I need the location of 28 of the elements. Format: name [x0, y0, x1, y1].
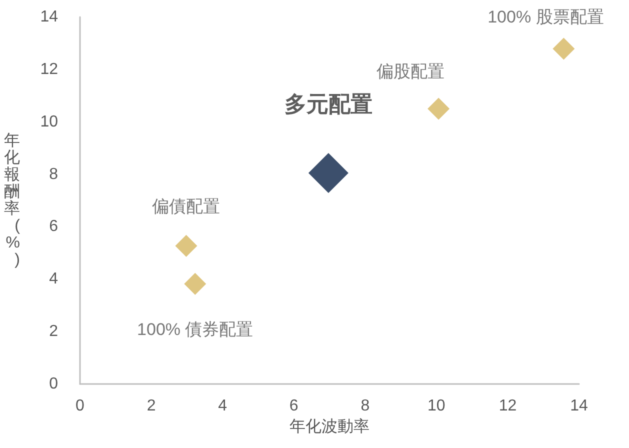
- y-tick-label: 2: [49, 323, 58, 340]
- y-tick-label: 6: [49, 218, 58, 236]
- y-tick-label: 14: [40, 8, 58, 26]
- point: [175, 234, 198, 257]
- point: [552, 38, 575, 60]
- x-tick-label: 2: [146, 398, 156, 414]
- series-label: 偏股配置: [376, 62, 445, 81]
- x-tick-label: 12: [498, 398, 517, 414]
- x-tick-label: 10: [428, 398, 446, 414]
- x-tick-label: 0: [76, 398, 85, 414]
- y-tick-label: 0: [49, 376, 58, 392]
- x-tick-label: 6: [289, 398, 298, 414]
- x-axis-title: 年化波動率: [290, 417, 370, 436]
- y-tick-label: 4: [49, 270, 58, 288]
- text: 100% 債券配置: [137, 320, 254, 339]
- point: [184, 272, 206, 295]
- text: 多元配置: [284, 91, 372, 116]
- series-label: 100% 股票配置: [488, 8, 604, 27]
- x-tick-label: 4: [218, 398, 228, 414]
- point: [308, 152, 348, 193]
- x-tick-label: 14: [570, 398, 588, 414]
- point: [428, 98, 450, 120]
- series-label: 偏債配置: [152, 196, 220, 216]
- y-tick-label: 10: [40, 113, 58, 130]
- y-tick-label: 8: [49, 166, 58, 183]
- y-tick-label: 12: [40, 60, 58, 78]
- y-axis-title: 年化報酬率(%): [4, 132, 21, 268]
- x-tick-label: 8: [360, 398, 370, 414]
